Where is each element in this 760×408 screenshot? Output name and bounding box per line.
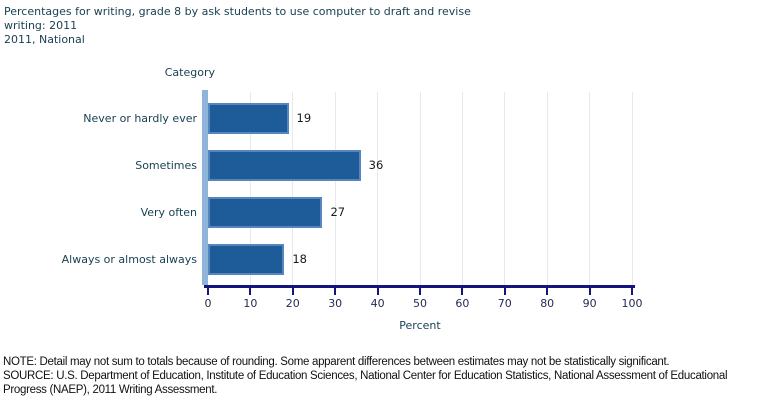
gridline-20 <box>292 92 294 285</box>
x-tick-label-20: 20 <box>285 297 300 310</box>
bar <box>208 197 323 228</box>
category-axis-baseline <box>202 90 208 285</box>
gridline-100 <box>631 92 633 285</box>
x-tick-60 <box>461 285 464 295</box>
x-tick-0 <box>207 285 209 295</box>
x-tick-20 <box>291 285 294 295</box>
x-tick-50 <box>419 285 421 295</box>
category-label: Very often <box>140 206 197 219</box>
gridline-10 <box>249 92 251 285</box>
note-text: NOTE: Detail may not sum to totals becau… <box>3 356 670 368</box>
footnotes: NOTE: Detail may not sum to totals becau… <box>3 355 758 397</box>
chart-title-line-3: 2011, National <box>4 33 85 46</box>
gridline-80 <box>546 92 548 285</box>
gridline-90 <box>589 92 591 285</box>
category-label: Sometimes <box>135 159 197 172</box>
chart-title-line-2: writing: 2011 <box>4 19 78 32</box>
bar <box>208 103 289 134</box>
bar-value-label: 19 <box>296 111 312 125</box>
x-tick-80 <box>546 285 549 295</box>
x-tick-40 <box>376 285 379 295</box>
x-tick-label-40: 40 <box>370 297 385 310</box>
chart-title-line-1: Percentages for writing, grade 8 by ask … <box>4 5 471 18</box>
category-axis-title: Category <box>164 66 215 79</box>
bar-value-label: 18 <box>292 252 307 266</box>
x-tick-label-100: 100 <box>621 297 643 310</box>
gridline-50 <box>419 92 421 285</box>
x-tick-label-30: 30 <box>328 297 343 310</box>
bar <box>208 244 285 275</box>
bar <box>208 150 361 181</box>
gridline-70 <box>504 92 506 285</box>
x-tick-label-50: 50 <box>413 297 427 310</box>
category-label: Never or hardly ever <box>83 112 197 125</box>
gridline-30 <box>334 92 336 285</box>
x-tick-10 <box>249 285 252 295</box>
gridline-40 <box>377 92 379 285</box>
x-tick-label-90: 90 <box>582 297 597 310</box>
bar-value-label: 36 <box>368 158 384 172</box>
chart-title: Percentages for writing, grade 8 by ask … <box>4 5 471 47</box>
gridline-60 <box>461 92 463 285</box>
x-tick-90 <box>588 285 591 295</box>
source-text: SOURCE: U.S. Department of Education, In… <box>3 370 728 396</box>
x-tick-label-60: 60 <box>455 297 470 310</box>
bar-value-label: 27 <box>330 205 346 219</box>
x-tick-label-70: 70 <box>497 297 512 310</box>
x-tick-label-80: 80 <box>540 297 555 310</box>
x-tick-label-0: 0 <box>204 297 212 310</box>
value-axis-title: Percent <box>399 319 441 332</box>
x-tick-70 <box>503 285 506 295</box>
x-tick-100 <box>631 285 633 295</box>
x-tick-30 <box>334 285 337 295</box>
x-tick-label-10: 10 <box>243 297 258 310</box>
category-label: Always or almost always <box>61 253 197 266</box>
